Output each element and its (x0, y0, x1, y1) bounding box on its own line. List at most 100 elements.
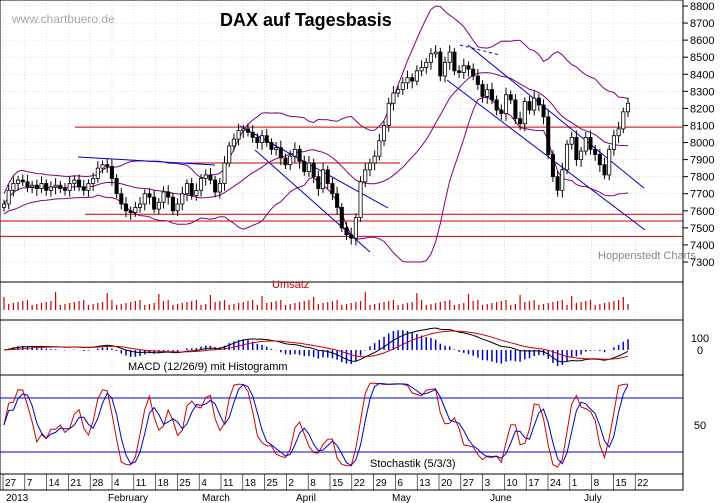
candle-body (569, 137, 574, 145)
day-tick-label: 14 (49, 478, 61, 489)
candle-body (574, 137, 579, 160)
candle-body (123, 203, 129, 212)
moving-average-line (3, 72, 629, 205)
candle-body (349, 234, 354, 239)
candle-body (161, 191, 166, 203)
candle-body (621, 111, 626, 130)
candle-body (457, 70, 462, 73)
day-tick-label: 17 (528, 478, 540, 489)
day-tick-label: 13 (419, 478, 431, 489)
candle-body (461, 65, 466, 73)
candle-body (372, 155, 377, 164)
candle-body (325, 169, 330, 184)
day-tick-label: 11 (223, 478, 234, 489)
candle-body (180, 193, 185, 205)
candle-body (217, 183, 222, 193)
candle-body (30, 184, 35, 188)
price-tick-label: 7500 (690, 223, 714, 235)
candle-body (156, 201, 161, 210)
candle-body (410, 77, 415, 82)
trend-line (446, 79, 646, 231)
candle-body (602, 164, 607, 176)
candle-body (499, 109, 504, 114)
candle-body (114, 177, 119, 195)
candle-body (503, 94, 509, 114)
candle-body (588, 137, 593, 150)
candle-body (208, 174, 213, 181)
month-label: March (202, 493, 230, 503)
candle-body (95, 167, 100, 179)
candle-body (213, 179, 218, 193)
candle-body (564, 143, 570, 171)
candle-body (344, 227, 349, 236)
candle-body (522, 101, 527, 125)
candle-body (583, 137, 588, 152)
signal-line (3, 330, 629, 360)
stochastic-d-line (3, 382, 629, 466)
candle-body (91, 177, 96, 184)
day-tick-label: 11 (136, 478, 147, 489)
upper-band-line (3, 5, 629, 194)
day-tick-label: 3 (485, 478, 491, 489)
candle-body (62, 188, 68, 191)
stochastic-panel (0, 382, 683, 468)
price-tick-label: 7700 (690, 189, 714, 201)
candle-body (142, 193, 147, 205)
candle-body (86, 183, 91, 191)
month-label: July (584, 493, 602, 503)
candle-body (391, 92, 396, 104)
candle-body (302, 160, 307, 172)
volume-bars (3, 292, 629, 310)
day-tick-label: 29 (376, 478, 388, 489)
candle-body (260, 135, 265, 143)
candle-body (386, 102, 391, 126)
candle-body (494, 99, 499, 111)
candle-body (400, 82, 405, 91)
day-tick-label: 25 (179, 478, 191, 489)
candle-body (184, 183, 190, 195)
candle-body (255, 137, 260, 143)
candle-body (475, 75, 480, 85)
candle-body (555, 176, 560, 191)
price-tick-label: 7300 (690, 257, 714, 269)
candle-body (1, 203, 7, 208)
candle-body (166, 191, 171, 198)
day-tick-label: 15 (332, 478, 344, 489)
candle-body (264, 135, 269, 143)
price-candles (1, 45, 631, 246)
candle-body (100, 164, 105, 169)
candle-body (414, 70, 419, 82)
price-tick-label: 8200 (690, 103, 714, 115)
candle-body (358, 181, 363, 219)
candle-body (419, 67, 424, 72)
candle-body (405, 77, 410, 84)
candle-body (311, 162, 316, 178)
candle-body (536, 97, 541, 106)
macd-label: MACD (12/26/9) mit Histogramm (128, 361, 288, 373)
candle-body (335, 193, 340, 208)
candle-body (119, 193, 124, 205)
candle-body (133, 206, 138, 213)
candle-body (81, 186, 86, 191)
candle-body (579, 150, 584, 160)
candle-body (466, 65, 471, 70)
day-tick-label: 4 (114, 478, 120, 489)
candle-body (48, 186, 53, 191)
candle-body (67, 183, 72, 191)
day-tick-label: 20 (441, 478, 453, 489)
day-tick-label: 22 (354, 478, 366, 489)
candle-body (321, 169, 326, 190)
candle-body (297, 148, 302, 162)
day-tick-label: 1 (572, 478, 578, 489)
price-tick-label: 8300 (690, 86, 714, 98)
month-label: February (108, 493, 148, 503)
macd-panel (3, 327, 629, 366)
candle-body (44, 183, 49, 191)
candle-body (316, 176, 321, 190)
candle-body (231, 138, 236, 147)
candle-body (438, 51, 443, 77)
candle-body (72, 179, 77, 184)
candle-body (170, 196, 175, 212)
day-tick-label: 8 (594, 478, 600, 489)
